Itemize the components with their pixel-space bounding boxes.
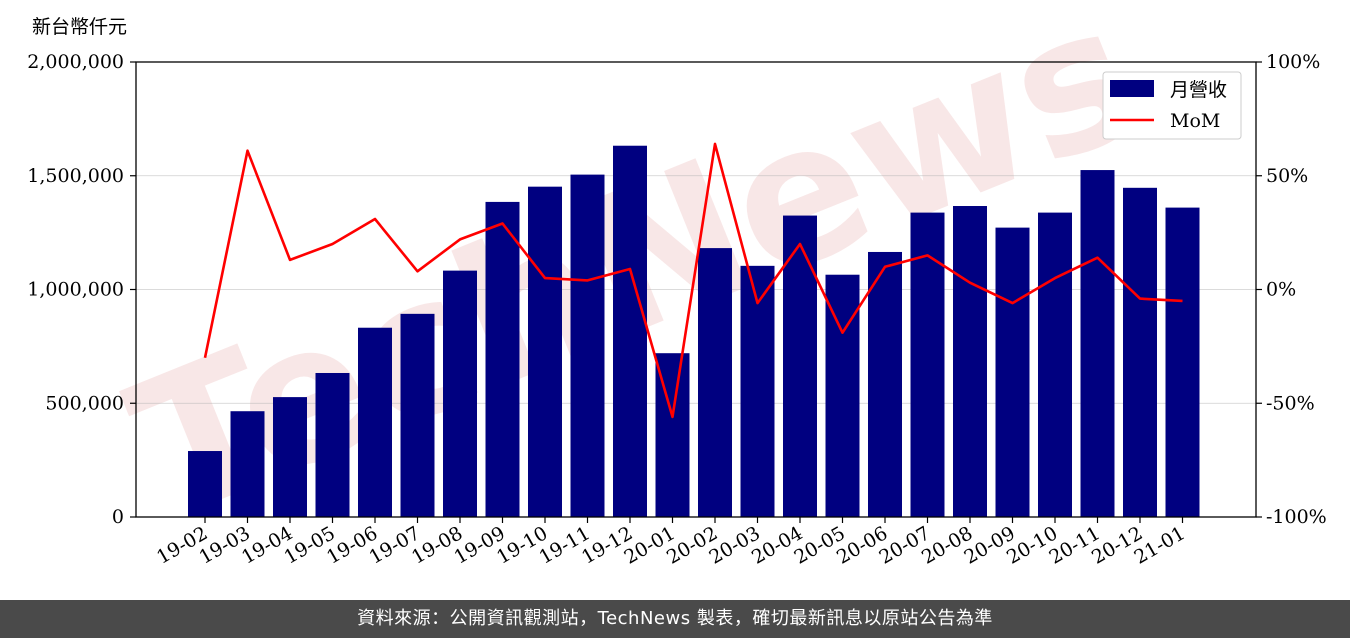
footer-source-note: 資料來源：公開資訊觀測站，TechNews 製表，確切最新訊息以原站公告為準 <box>0 600 1350 638</box>
bar-20-11 <box>1080 170 1115 517</box>
y-right-tick-label: 50% <box>1266 165 1308 187</box>
bar-20-10 <box>1038 212 1072 518</box>
y-left-tick-label: 1,500,000 <box>27 165 124 187</box>
bar-21-01 <box>1165 207 1200 517</box>
legend-line-label: MoM <box>1170 110 1220 132</box>
bar-19-05 <box>315 372 350 517</box>
bar-19-03 <box>230 411 265 517</box>
bar-20-03 <box>740 265 775 517</box>
y-left-tick-label: 2,000,000 <box>27 51 124 73</box>
y-right-tick-label: -100% <box>1266 506 1327 528</box>
bar-20-02 <box>698 248 732 517</box>
bar-19-06 <box>358 327 392 517</box>
bar-19-11 <box>570 174 605 518</box>
legend-bar-label: 月營收 <box>1170 79 1227 101</box>
bar-19-08 <box>443 270 477 517</box>
y-right-tick-label: 100% <box>1266 51 1320 73</box>
bar-19-07 <box>400 313 435 517</box>
bar-20-08 <box>953 206 987 517</box>
mom-line <box>203 142 1183 419</box>
bar-19-12 <box>613 145 647 517</box>
bar-20-09 <box>995 227 1030 517</box>
bar-20-12 <box>1123 187 1157 517</box>
y-left-tick-label: 1,000,000 <box>27 279 124 301</box>
y-left-tick-label: 0 <box>112 506 124 528</box>
bar-19-04 <box>273 397 307 517</box>
y-right-tick-label: -50% <box>1266 392 1315 414</box>
bar-series <box>188 145 1200 518</box>
legend: 月營收 MoM <box>1102 71 1242 140</box>
revenue-chart: TechNews 0500,0001,000,0001,500,0002,000… <box>27 0 1327 569</box>
y-axis-unit-label: 新台幣仟元 <box>32 16 127 38</box>
bar-19-02 <box>188 451 222 517</box>
legend-bar-swatch <box>1110 80 1154 97</box>
bar-20-06 <box>868 251 902 517</box>
y-right-tick-label: 0% <box>1266 279 1296 301</box>
bar-19-10 <box>528 186 562 518</box>
bar-19-09 <box>485 201 520 517</box>
y-left-tick-label: 500,000 <box>45 392 124 414</box>
mom-line-series <box>203 142 1183 419</box>
bar-20-05 <box>825 274 860 517</box>
